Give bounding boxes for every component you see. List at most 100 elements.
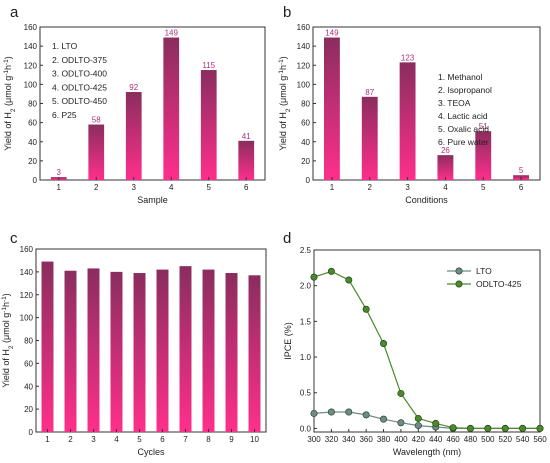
panel-d-x-tick-label: 500 xyxy=(481,435,495,444)
panel-d-x-tick-label: 360 xyxy=(359,435,373,444)
panel-c-y-tick-label: 80 xyxy=(24,337,33,346)
panel-d-series-line-odlto-425 xyxy=(313,270,540,429)
panel-b-y-tick-label: 100 xyxy=(297,80,311,89)
panel-b-x-tick-label: 6 xyxy=(519,183,524,192)
panel-b-x-tick-label: 5 xyxy=(481,183,486,192)
panel-b-x-tick-label: 1 xyxy=(330,183,335,192)
panel-a-data-label: 149 xyxy=(165,29,179,38)
panel-c-x-tick-label: 1 xyxy=(45,435,50,444)
panel-d-point-odlto-425 xyxy=(466,424,474,432)
panel-a-y-tick-label: 60 xyxy=(28,119,37,128)
panel-d-x-tick-label: 560 xyxy=(533,435,547,444)
panel-d-x-tick-label: 320 xyxy=(325,435,339,444)
panel-c-y-tick-label: 100 xyxy=(20,314,34,323)
panel-d-point-odlto-425 xyxy=(397,389,405,397)
panel-c-y-tick-label: 20 xyxy=(24,405,33,414)
panel-b-y-tick-label: 120 xyxy=(297,61,311,70)
panel-d-point-lto xyxy=(380,415,388,423)
panel-d-point-odlto-425 xyxy=(501,424,509,432)
panel-c-x-tick-label: 7 xyxy=(183,435,188,444)
panel-b-y-tick-label: 80 xyxy=(301,100,310,109)
panel-d-y-tick-label: 1.5 xyxy=(300,317,312,326)
panel-d-line-chart: 300 320 340 360 380 400 420 440 460 480 500 520 540 5… xyxy=(283,246,547,457)
panel-d-y-tick-label: 0.0 xyxy=(300,424,312,433)
panel-d-x-tick-label: 300 xyxy=(307,435,321,444)
panel-b-x-tick-label: 3 xyxy=(405,183,410,192)
panel-b-y-tick-label: 140 xyxy=(297,42,311,51)
panel-letter-c: c xyxy=(10,230,18,247)
panel-d-point-lto xyxy=(362,411,370,419)
panel-a-x-axis-title: Sample xyxy=(137,195,168,205)
panel-d-point-odlto-425 xyxy=(484,424,492,432)
panel-a-legend-item: 4. ODLTO-425 xyxy=(52,82,107,92)
panel-a-y-tick-label: 100 xyxy=(24,80,38,89)
panel-c-y-tick-label: 60 xyxy=(24,359,33,368)
panel-d-point-odlto-425 xyxy=(380,339,388,347)
panel-a-x-tick-label: 2 xyxy=(94,183,99,192)
panel-c-bar xyxy=(156,269,169,432)
panel-a-data-label: 92 xyxy=(129,83,138,92)
panel-c-x-tick-label: 6 xyxy=(160,435,165,444)
panel-b-legend-item: 2. Isopropanol xyxy=(438,85,492,95)
panel-d-y-axis-title: IPCE (%) xyxy=(283,322,293,360)
panel-d-x-axis-title: Wavelength (nm) xyxy=(393,447,461,457)
panel-a-bar xyxy=(88,124,105,180)
panel-d-x-tick-label: 480 xyxy=(464,435,478,444)
panel-d-x-tick-label: 340 xyxy=(342,435,356,444)
panel-b-y-tick-label: 40 xyxy=(301,138,310,147)
panel-d-y-tick-label: 1.0 xyxy=(300,353,312,362)
panel-d-x-tick-label: 420 xyxy=(412,435,426,444)
panel-a-legend-item: 6. P25 xyxy=(52,110,77,120)
panel-c-bar xyxy=(87,268,100,432)
panel-d-point-lto xyxy=(414,422,422,430)
panel-a-y-tick-label: 80 xyxy=(28,100,37,109)
panel-c-bar xyxy=(248,275,261,432)
panel-c-x-tick-label: 8 xyxy=(206,435,211,444)
panel-b-data-label: 51 xyxy=(479,122,488,131)
panel-b-y-tick-label: 60 xyxy=(301,119,310,128)
panel-c-bar xyxy=(225,273,238,432)
panel-a-y-tick-label: 140 xyxy=(24,42,38,51)
panel-c-y-tick-label: 160 xyxy=(20,245,34,254)
panel-a-legend-item: 2. ODLTO-375 xyxy=(52,55,107,65)
panel-a-data-label: 41 xyxy=(242,132,251,141)
panel-b-data-label: 87 xyxy=(365,88,374,97)
panel-c-x-tick-label: 4 xyxy=(114,435,119,444)
panel-a-x-tick-label: 3 xyxy=(132,183,137,192)
panel-c-y-tick-label: 120 xyxy=(20,291,34,300)
panel-a-y-tick-label: 40 xyxy=(28,138,37,147)
panel-b-y-tick-label: 0 xyxy=(306,176,311,185)
panel-a-bar xyxy=(163,37,180,180)
panel-a-data-label: 115 xyxy=(202,61,215,70)
panel-c-x-tick-label: 3 xyxy=(91,435,96,444)
panel-a-x-tick-label: 1 xyxy=(57,183,62,192)
panel-d-y-tick-label: 2.0 xyxy=(300,282,312,291)
panel-c-x-tick-label: 10 xyxy=(250,435,259,444)
panel-d-point-odlto-425 xyxy=(519,424,527,432)
panel-d-legend-marker-odlto-425 xyxy=(455,280,463,288)
panel-d-point-odlto-425 xyxy=(432,419,440,427)
panel-d-plot-frame xyxy=(313,249,541,433)
panel-c-x-tick-label: 5 xyxy=(137,435,142,444)
panel-d-point-lto xyxy=(310,409,318,417)
panel-c-x-tick-label: 2 xyxy=(68,435,73,444)
panel-b-data-label: 26 xyxy=(441,146,450,155)
panel-a-legend-item: 5. ODLTO-450 xyxy=(52,96,107,106)
panel-a-y-tick-label: 20 xyxy=(28,157,37,166)
panel-d-y-tick-label: 0.5 xyxy=(300,389,312,398)
panel-d-legend-marker-lto xyxy=(455,267,463,275)
panel-c-x-axis-title: Cycles xyxy=(137,447,165,457)
panel-d-x-tick-label: 540 xyxy=(516,435,530,444)
panel-b-bar xyxy=(361,96,378,180)
panel-d-x-tick-label: 400 xyxy=(394,435,408,444)
panel-b-legend-item: 5. Oxalic acid xyxy=(438,124,489,134)
panel-b-legend-item: 6. Pure water xyxy=(438,137,489,147)
panel-b-bar xyxy=(437,155,454,180)
panel-c-y-tick-label: 140 xyxy=(20,268,34,277)
panel-d-x-tick-label: 440 xyxy=(429,435,443,444)
panel-d-x-tick-label: 380 xyxy=(377,435,391,444)
panel-d-point-lto xyxy=(397,419,405,427)
panel-d-point-lto xyxy=(327,408,335,416)
panel-d-point-odlto-425 xyxy=(449,424,457,432)
